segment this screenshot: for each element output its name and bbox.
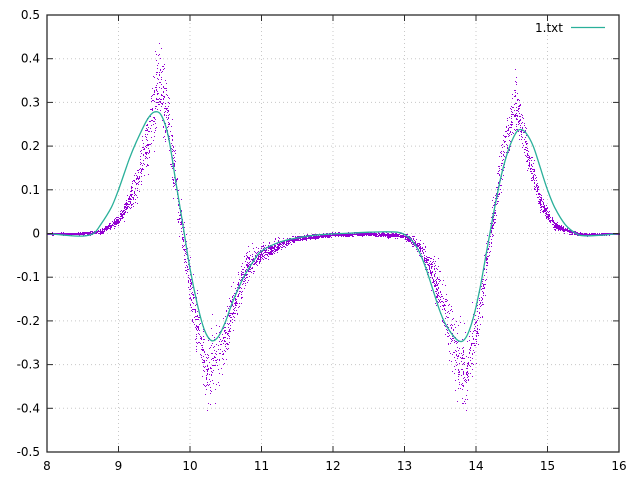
x-tick-label: 16: [611, 459, 626, 473]
y-tick-label: 0: [32, 227, 40, 241]
x-tick-label: 9: [115, 459, 123, 473]
y-tick-label: 0.1: [21, 183, 40, 197]
x-tick-label: 10: [182, 459, 197, 473]
x-tick-label: 14: [468, 459, 483, 473]
fit-curve-line: [46, 111, 620, 343]
y-tick-label: -0.1: [17, 270, 40, 284]
y-axis-ticks: 0.5 0.4 0.3 0.2 0.1 0 -0.1 -0.2 -0.3 -0.4 -0.5: [17, 8, 619, 459]
x-tick-label: 13: [397, 459, 412, 473]
y-tick-label: 0.5: [21, 8, 40, 22]
legend-label: 1.txt: [535, 21, 563, 35]
y-tick-label: -0.4: [17, 401, 40, 415]
y-tick-label: 0.3: [21, 95, 40, 109]
x-tick-label: 15: [540, 459, 555, 473]
y-tick-label: 0.4: [21, 52, 40, 66]
x-tick-label: 12: [325, 459, 340, 473]
y-tick-label: 0.2: [21, 139, 40, 153]
x-tick-label: 11: [254, 459, 269, 473]
legend: 1.txt: [535, 21, 605, 35]
x-axis-ticks: 8 9 10 11 12 13 14 15 16: [43, 15, 627, 473]
y-tick-label: -0.3: [17, 358, 40, 372]
x-tick-label: 8: [43, 459, 51, 473]
y-tick-label: -0.2: [17, 314, 40, 328]
grid-lines: [47, 15, 619, 452]
y-tick-label: -0.5: [17, 445, 40, 459]
